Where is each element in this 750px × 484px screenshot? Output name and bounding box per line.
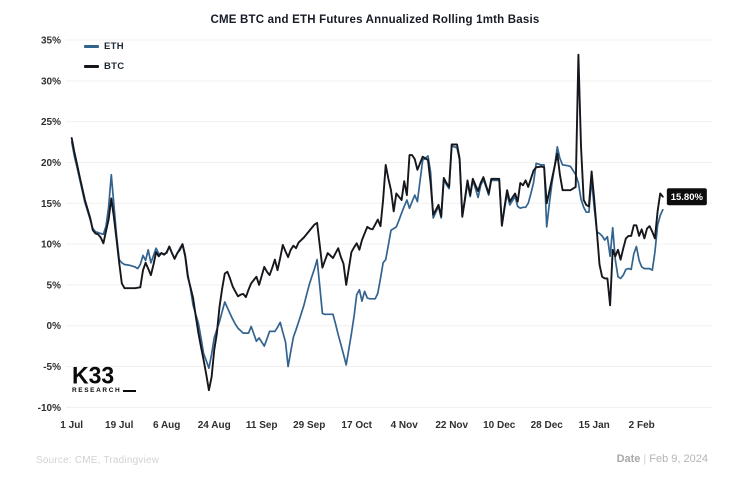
y-axis-label-30: 30% [41, 76, 61, 87]
date-value: Feb 9, 2024 [649, 453, 708, 465]
logo-subtitle: RESEARCH [72, 387, 122, 394]
k33-research-logo: K33 RESEARCH [72, 361, 136, 394]
x-axis-label-10-dec: 10 Dec [483, 420, 516, 431]
legend-label-eth: ETH [104, 41, 124, 52]
date-label: Date [616, 453, 641, 465]
y-axis-label-15: 15% [41, 199, 61, 210]
last-value-text: 15.80% [671, 192, 704, 203]
y-axis-label-20: 20% [41, 158, 61, 169]
chart-title: CME BTC and ETH Futures Annualized Rolli… [210, 14, 540, 26]
y-axis-label--5: -5% [43, 362, 61, 373]
y-axis-label-0: 0% [47, 321, 62, 332]
y-axis-label--10: -10% [38, 403, 61, 414]
y-axis-label-35: 35% [41, 36, 61, 47]
legend-label-btc: BTC [104, 61, 125, 72]
x-axis-label-28-dec: 28 Dec [531, 420, 564, 431]
date-stamp: Date | Feb 9, 2024 [617, 453, 708, 465]
x-axis-label-11-sep: 11 Sep [246, 420, 278, 431]
x-axis-label-29-sep: 29 Sep [293, 420, 325, 431]
last-value-callout [666, 188, 707, 206]
x-axis-label-2-feb: 2 Feb [629, 420, 655, 431]
x-axis-label-22-nov: 22 Nov [435, 420, 468, 431]
y-axis-label-10: 10% [41, 240, 61, 251]
x-axis-label-6-aug: 6 Aug [153, 420, 180, 431]
logo-rule [123, 389, 136, 392]
eth-line-swatch [84, 45, 99, 48]
legend: ETH BTC [84, 41, 124, 72]
logo-wordmark: K33 [72, 361, 115, 389]
y-axis-label-25: 25% [41, 117, 61, 128]
x-axis-label-15-jan: 15 Jan [579, 420, 610, 431]
legend-item-btc: BTC [84, 61, 124, 72]
btc-series-line [70, 53, 664, 392]
btc-line-swatch [84, 65, 99, 68]
x-axis-label-24-aug: 24 Aug [198, 420, 231, 431]
x-axis-label-1-jul: 1 Jul [60, 420, 83, 431]
x-axis-label-4-nov: 4 Nov [391, 420, 419, 431]
x-axis-label-19-jul: 19 Jul [105, 420, 134, 431]
x-axis-label-17-oct: 17 Oct [341, 420, 372, 431]
y-axis-label-5: 5% [47, 280, 62, 291]
source-attribution: Source: CME, Tradingview [36, 455, 160, 466]
date-separator: | [643, 453, 647, 465]
legend-item-eth: ETH [84, 41, 124, 52]
